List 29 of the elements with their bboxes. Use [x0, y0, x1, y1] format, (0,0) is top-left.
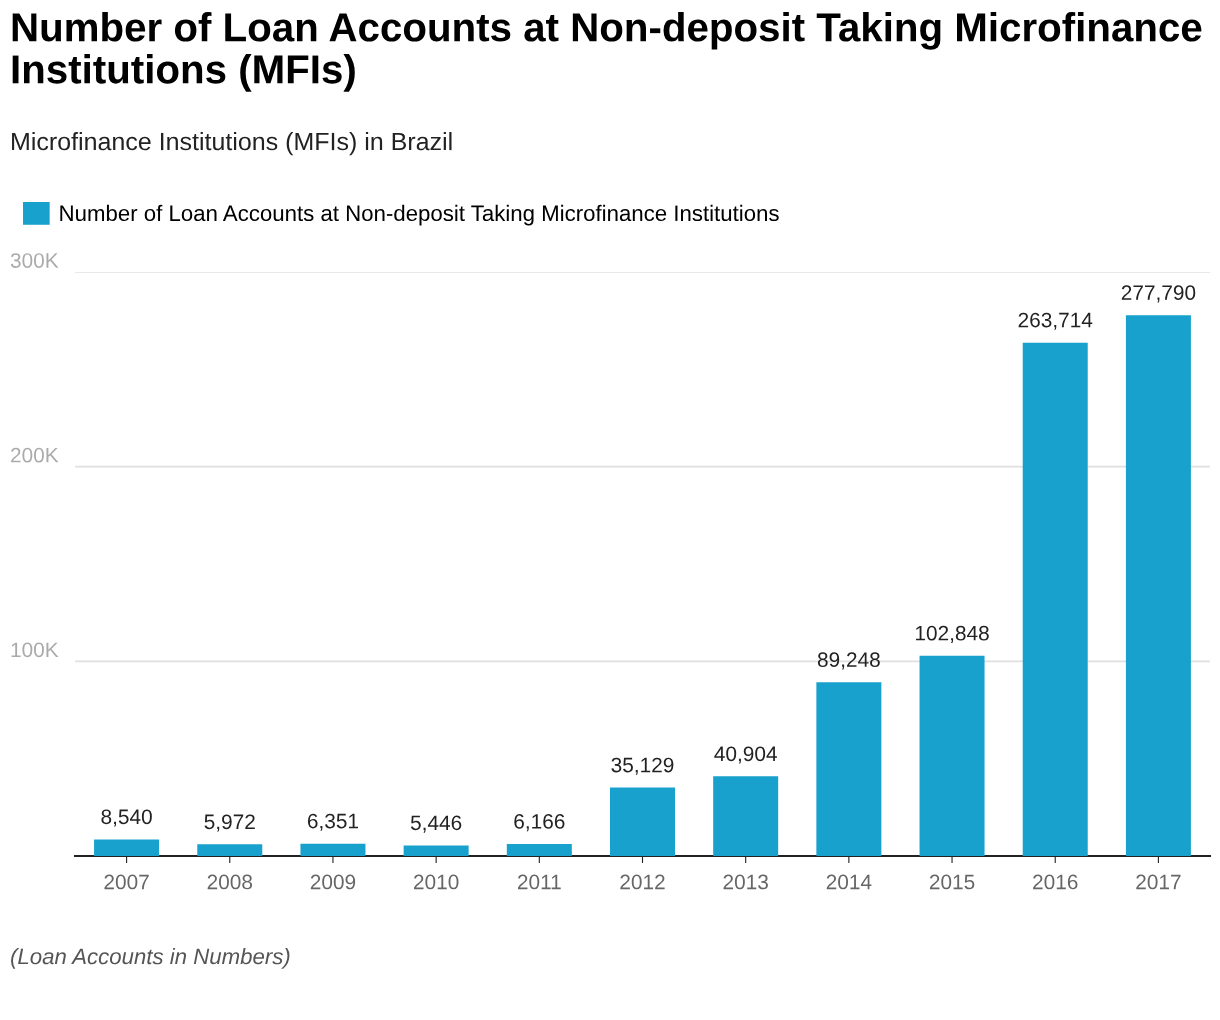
- text: 277,790: [1121, 285, 1196, 303]
- x-tick-label: 2016: [1033, 874, 1078, 890]
- x-tick-label: 2012: [620, 874, 665, 890]
- text: 5,446: [410, 815, 462, 833]
- y-tick-label: 300K: [10, 253, 59, 268]
- x-tick-label: 2009: [310, 874, 356, 890]
- x-tick-label: 2014: [826, 874, 872, 890]
- text: 6,351: [307, 813, 359, 831]
- legend-label: Number of Loan Accounts at Non-deposit Taking Microfinance Institutions: [60, 204, 779, 226]
- x-tick-label: 2015: [929, 874, 975, 890]
- y-tick-label: 100K: [11, 642, 59, 658]
- x-tick-label: 2011: [517, 874, 561, 890]
- text: 35,129: [611, 757, 674, 775]
- text: 5,972: [204, 814, 255, 832]
- text: 89,248: [817, 652, 880, 670]
- text: 8,540: [101, 809, 152, 827]
- x-tick-label: 2013: [723, 874, 768, 890]
- chart-title: Number of Loan Accounts at Non-deposit Taking Microfinance Institutions (MFIs): [12, 12, 1202, 92]
- text: 263,714: [1018, 312, 1093, 330]
- text: (Loan Accounts in Numbers): [11, 948, 290, 969]
- x-tick-label: 2017: [1136, 874, 1181, 890]
- chart-subtitle: Microfinance Institutions (MFIs) in Brazil: [12, 132, 452, 156]
- x-tick-label: 2008: [207, 874, 253, 890]
- x-tick-label: 2010: [414, 874, 459, 890]
- text: 102,848: [915, 625, 989, 644]
- text: 6,166: [514, 814, 565, 832]
- text: 40,904: [714, 746, 777, 764]
- x-tick-label: 2007: [104, 874, 149, 890]
- y-tick-label: 200K: [11, 447, 59, 463]
